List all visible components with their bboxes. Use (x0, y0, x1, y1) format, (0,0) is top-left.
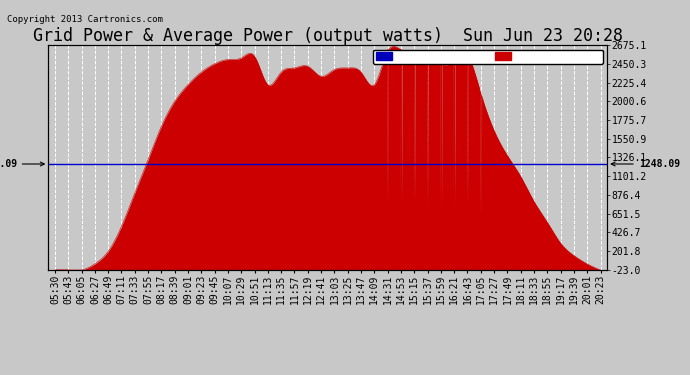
Text: Copyright 2013 Cartronics.com: Copyright 2013 Cartronics.com (7, 15, 163, 24)
Title: Grid Power & Average Power (output watts)  Sun Jun 23 20:28: Grid Power & Average Power (output watts… (32, 27, 623, 45)
Text: 1248.09: 1248.09 (611, 159, 680, 169)
Text: 1248.09: 1248.09 (0, 159, 44, 169)
Legend: Average (AC Watts), Grid  (AC Watts): Average (AC Watts), Grid (AC Watts) (373, 50, 602, 64)
